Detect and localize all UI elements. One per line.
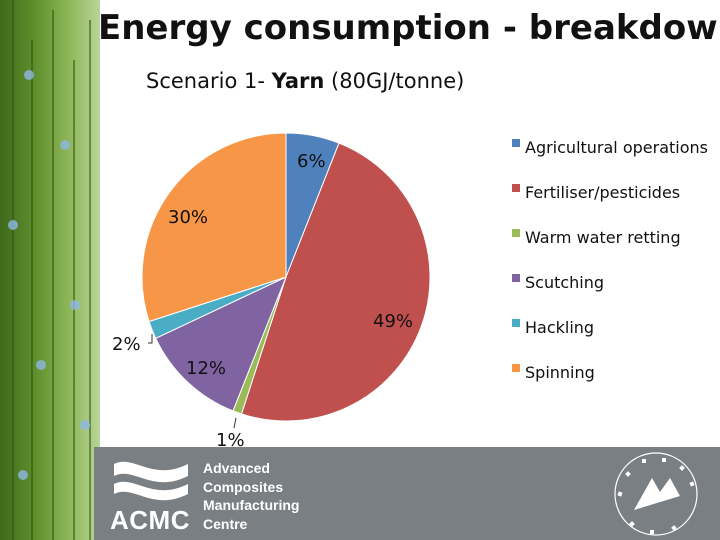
legend: Agricultural operations Fertiliser/pestic… bbox=[512, 138, 708, 382]
acmc-name-line: Composites bbox=[203, 478, 284, 495]
subtitle-suffix: (80GJ/tonne) bbox=[324, 69, 465, 93]
data-label-agricultural-operations: 6% bbox=[297, 151, 326, 172]
legend-label-spinning: Spinning bbox=[525, 363, 595, 382]
legend-swatch-scutching bbox=[512, 274, 520, 282]
data-label-warm-water-retting: 1% bbox=[216, 430, 245, 447]
pie-slice-fertiliser-pesticides bbox=[240, 142, 431, 422]
footer-band bbox=[94, 447, 720, 540]
acmc-name-line: Advanced bbox=[203, 460, 270, 476]
university-of-plymouth-seal bbox=[614, 452, 698, 536]
pie-slices bbox=[141, 132, 431, 422]
subtitle-bold: Yarn bbox=[271, 69, 325, 93]
acmc-name-line: Centre bbox=[203, 515, 248, 532]
subtitle-prefix: Scenario 1- bbox=[146, 69, 272, 93]
pie-labels: 6% 49% 1% 12% 2% 30% bbox=[112, 151, 413, 447]
acmc-logo-mark bbox=[114, 461, 188, 501]
legend-swatch-warm-water-retting bbox=[512, 229, 520, 237]
legend-swatch-spinning bbox=[512, 364, 520, 372]
legend-label-warm-water-retting: Warm water retting bbox=[525, 228, 681, 247]
pie-slice-spinning bbox=[141, 132, 287, 323]
data-label-fertiliser-pesticides: 49% bbox=[373, 311, 413, 332]
legend-swatch-hackling bbox=[512, 319, 520, 327]
acmc-full-name: Advanced Composites Manufacturing Centre bbox=[203, 459, 299, 533]
pie-slice-scutching bbox=[155, 276, 287, 412]
data-label-hackling: 2% bbox=[112, 334, 141, 355]
acmc-abbreviation: ACMC bbox=[110, 505, 190, 535]
legend-label-agricultural-operations: Agricultural operations bbox=[525, 138, 708, 157]
data-label-scutching: 12% bbox=[186, 358, 226, 379]
legend-swatch-agricultural-operations bbox=[512, 139, 520, 147]
leader-line-warm-water-retting bbox=[233, 417, 237, 429]
pie-chart: 6% 49% 1% 12% 2% 30% Agricultural operations F… bbox=[112, 132, 708, 447]
chart-subtitle: Scenario 1- Yarn (80GJ/tonne) bbox=[146, 69, 464, 93]
slide-title: Energy consumption - breakdown bbox=[98, 8, 720, 48]
legend-label-hackling: Hackling bbox=[525, 318, 594, 337]
flax-background-image bbox=[0, 0, 100, 540]
acmc-name-line: Manufacturing bbox=[203, 497, 300, 513]
leader-line-hackling bbox=[148, 334, 153, 344]
legend-label-fertiliser-pesticides: Fertiliser/pesticides bbox=[525, 183, 680, 202]
legend-swatch-fertiliser-pesticides bbox=[512, 184, 520, 192]
legend-label-scutching: Scutching bbox=[525, 273, 604, 292]
data-label-spinning: 30% bbox=[168, 207, 208, 228]
